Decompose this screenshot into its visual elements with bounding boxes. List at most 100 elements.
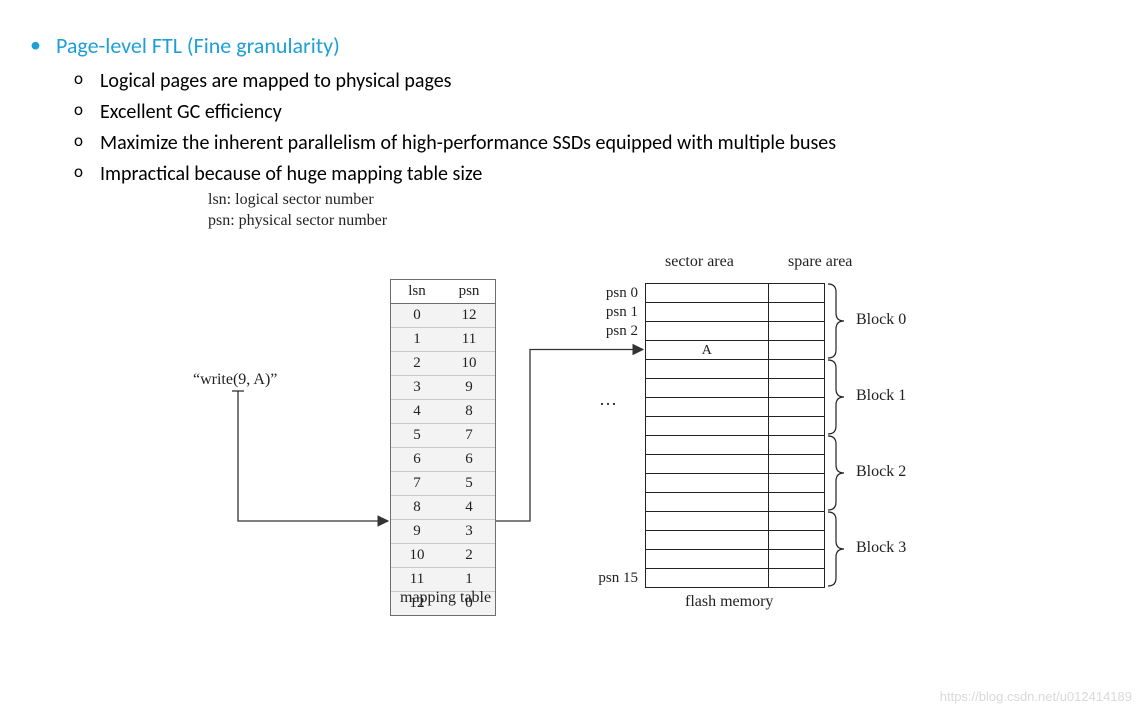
mapping-cell-psn: 5	[443, 472, 495, 495]
mapping-cell-psn: 11	[443, 328, 495, 351]
mapping-row: 012	[391, 304, 495, 328]
sub-item: o Logical pages are mapped to physical pa…	[74, 67, 1116, 96]
psn-label: psn 2	[582, 323, 638, 340]
mapping-cell-psn: 12	[443, 304, 495, 327]
sub-text: Logical pages are mapped to physical pag…	[100, 67, 451, 96]
arrows-overlay	[30, 191, 1146, 671]
psn-label: psn 1	[582, 304, 638, 321]
flash-row	[645, 436, 825, 455]
mapping-row: 57	[391, 424, 495, 448]
sub-text: Maximize the inherent parallelism of hig…	[100, 129, 836, 158]
bullet-main: •	[30, 32, 44, 58]
flash-cell-sector	[646, 284, 769, 302]
flash-cell-spare	[769, 303, 824, 321]
flash-row	[645, 550, 825, 569]
title-row: • Page-level FTL (Fine granularity)	[30, 32, 1116, 61]
flash-row	[645, 379, 825, 398]
flash-cell-sector	[646, 417, 769, 435]
flash-row	[645, 417, 825, 436]
bullet-sub: o	[74, 67, 90, 92]
bullet-sub: o	[74, 98, 90, 123]
sub-item: o Maximize the inherent parallelism of hi…	[74, 129, 1116, 158]
mapping-cell-lsn: 6	[391, 448, 443, 471]
flash-cell-sector	[646, 512, 769, 530]
flash-cell-spare	[769, 436, 824, 454]
flash-cell-sector	[646, 398, 769, 416]
mapping-row: 84	[391, 496, 495, 520]
mapping-cell-psn: 7	[443, 424, 495, 447]
mapping-cell-psn: 9	[443, 376, 495, 399]
flash-cell-spare	[769, 341, 824, 359]
psn-label: psn 0	[582, 285, 638, 302]
flash-cell-spare	[769, 569, 824, 587]
mapping-cell-psn: 3	[443, 520, 495, 543]
mapping-cell-lsn: 10	[391, 544, 443, 567]
flash-cell-spare	[769, 512, 824, 530]
mapping-row: 39	[391, 376, 495, 400]
sub-list: o Logical pages are mapped to physical pa…	[74, 67, 1116, 189]
psn-label: psn 15	[582, 570, 638, 587]
flash-row	[645, 493, 825, 512]
sub-item: o Impractical because of huge mapping tab…	[74, 160, 1116, 189]
flash-row: A	[645, 341, 825, 360]
sub-text: Impractical because of huge mapping tabl…	[100, 160, 482, 189]
flash-row	[645, 531, 825, 550]
flash-cell-sector	[646, 474, 769, 492]
flash-cell-spare	[769, 474, 824, 492]
sub-text: Excellent GC efficiency	[100, 98, 282, 127]
flash-row	[645, 512, 825, 531]
flash-cell-spare	[769, 531, 824, 549]
flash-cell-sector	[646, 379, 769, 397]
flash-row	[645, 455, 825, 474]
flash-cell-spare	[769, 360, 824, 378]
flash-row	[645, 360, 825, 379]
flash-memory: A	[645, 283, 825, 588]
write-label: “write(9, A)”	[193, 371, 277, 389]
sector-area-header: sector area	[665, 253, 734, 271]
flash-cell-spare	[769, 322, 824, 340]
mapping-row: 111	[391, 328, 495, 352]
mapping-row: 102	[391, 544, 495, 568]
flash-cell-sector	[646, 455, 769, 473]
mapping-table: lsnpsn01211121039485766758493102111120	[390, 279, 496, 616]
flash-row	[645, 303, 825, 322]
mapping-cell-lsn: 4	[391, 400, 443, 423]
mapping-cell-psn: 2	[443, 544, 495, 567]
flash-cell-spare	[769, 550, 824, 568]
flash-cell-sector	[646, 322, 769, 340]
block-label: Block 0	[856, 311, 906, 329]
mapping-header-lsn: lsn	[391, 280, 443, 303]
mapping-caption: mapping table	[400, 589, 491, 607]
mapping-cell-lsn: 5	[391, 424, 443, 447]
flash-cell-sector	[646, 303, 769, 321]
content-area: • Page-level FTL (Fine granularity) o Log…	[0, 0, 1146, 671]
mapping-cell-lsn: 1	[391, 328, 443, 351]
flash-cell-spare	[769, 398, 824, 416]
flash-cell-spare	[769, 417, 824, 435]
flash-cell-sector	[646, 436, 769, 454]
bullet-sub: o	[74, 129, 90, 154]
flash-row	[645, 569, 825, 588]
spare-area-header: spare area	[788, 253, 852, 271]
flash-cell-sector	[646, 360, 769, 378]
mapping-cell-lsn: 8	[391, 496, 443, 519]
flash-row	[645, 474, 825, 493]
mapping-row: 93	[391, 520, 495, 544]
flash-row	[645, 284, 825, 303]
bullet-sub: o	[74, 160, 90, 185]
mapping-cell-lsn: 11	[391, 568, 443, 591]
block-label: Block 1	[856, 387, 906, 405]
legend: lsn: logical sector number psn: physical…	[208, 189, 387, 232]
mapping-cell-lsn: 3	[391, 376, 443, 399]
flash-cell-spare	[769, 493, 824, 511]
mapping-cell-psn: 6	[443, 448, 495, 471]
flash-cell-spare	[769, 379, 824, 397]
diagram-area: lsn: logical sector number psn: physical…	[30, 191, 1116, 671]
flash-cell-spare	[769, 284, 824, 302]
mapping-header-psn: psn	[443, 280, 495, 303]
main-title: Page-level FTL (Fine granularity)	[56, 32, 340, 61]
mapping-cell-psn: 8	[443, 400, 495, 423]
flash-row	[645, 398, 825, 417]
mapping-cell-psn: 10	[443, 352, 495, 375]
flash-cell-sector	[646, 569, 769, 587]
